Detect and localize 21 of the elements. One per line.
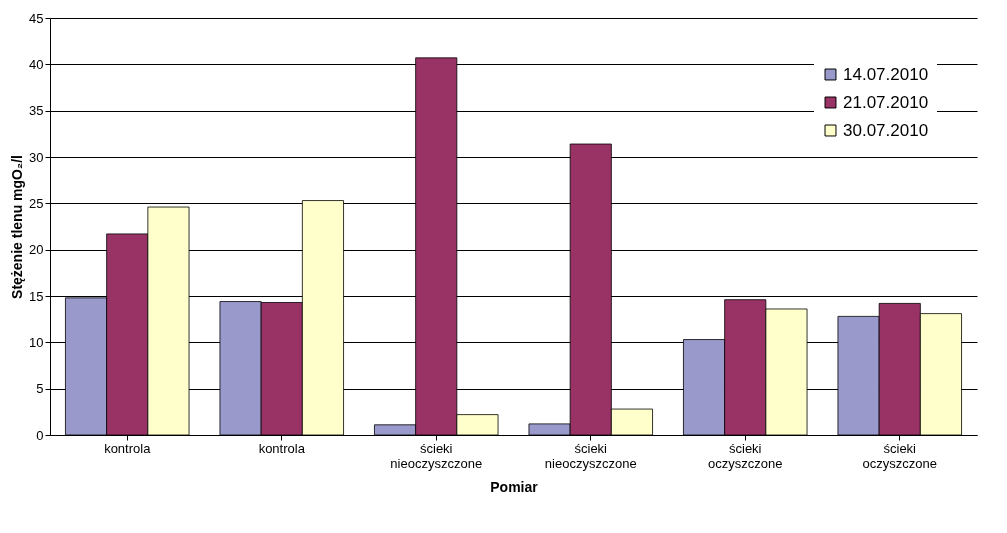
x-tick-label: ścieki nieoczyszczone [544, 440, 637, 471]
x-tick-label: ścieki nieoczyszczone [390, 440, 483, 471]
y-tick-label: 45 [29, 10, 44, 26]
y-tick-label: 20 [29, 242, 44, 258]
y-tick-label: 35 [29, 103, 44, 119]
y-tick-label: 30 [29, 149, 44, 165]
y-tick-label: 25 [29, 195, 44, 211]
x-tick-label: kontrola [258, 440, 306, 456]
x-tick-label: kontrola [104, 440, 152, 456]
x-tick-label: ścieki oczyszczone [862, 440, 937, 471]
y-tick-label: 40 [29, 56, 44, 72]
y-tick-label: 5 [36, 381, 44, 397]
y-tick-label: 15 [29, 288, 44, 304]
x-tick-label: ścieki oczyszczone [708, 440, 783, 471]
y-tick-label: 10 [29, 334, 44, 350]
legend-label: 21.07.2010 [843, 92, 929, 112]
x-axis-title: Pomiar [490, 478, 539, 495]
legend-label: 30.07.2010 [843, 120, 929, 140]
legend-label: 14.07.2010 [843, 64, 929, 84]
y-tick-label: 0 [36, 427, 44, 443]
y-axis-title: Stężenie tlenu mgO₂/l [9, 155, 26, 299]
